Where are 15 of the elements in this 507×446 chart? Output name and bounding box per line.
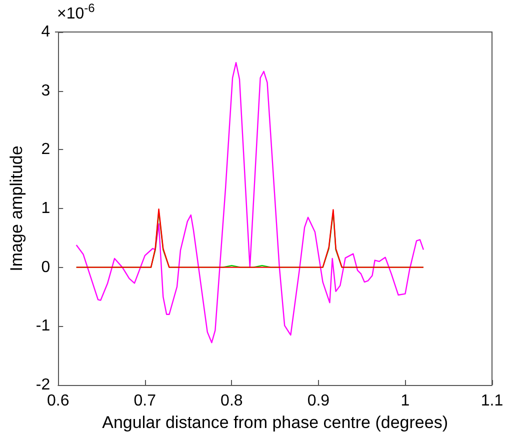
y-tick-label: -1: [36, 318, 50, 335]
x-tick-label: 1.1: [480, 392, 504, 410]
y-tick-label: 1: [41, 200, 50, 217]
y-tick-label: 4: [41, 24, 50, 40]
x-tick-label: 0.7: [134, 392, 156, 410]
x-axis-title: Angular distance from phase centre (degrees): [102, 412, 448, 432]
x-tick-label: 0.6: [47, 392, 70, 410]
y-tick-label: 2: [41, 141, 50, 158]
x-tick-label: 1: [400, 392, 410, 410]
y-tick-label: -2: [36, 376, 50, 394]
y-tick-label: 3: [41, 82, 50, 100]
x-tick-label: 0.9: [307, 392, 330, 410]
y-axis-title: Image amplitude: [7, 146, 26, 272]
y-tick-label: 0: [41, 258, 50, 276]
x-tick-label: 0.8: [220, 392, 243, 410]
